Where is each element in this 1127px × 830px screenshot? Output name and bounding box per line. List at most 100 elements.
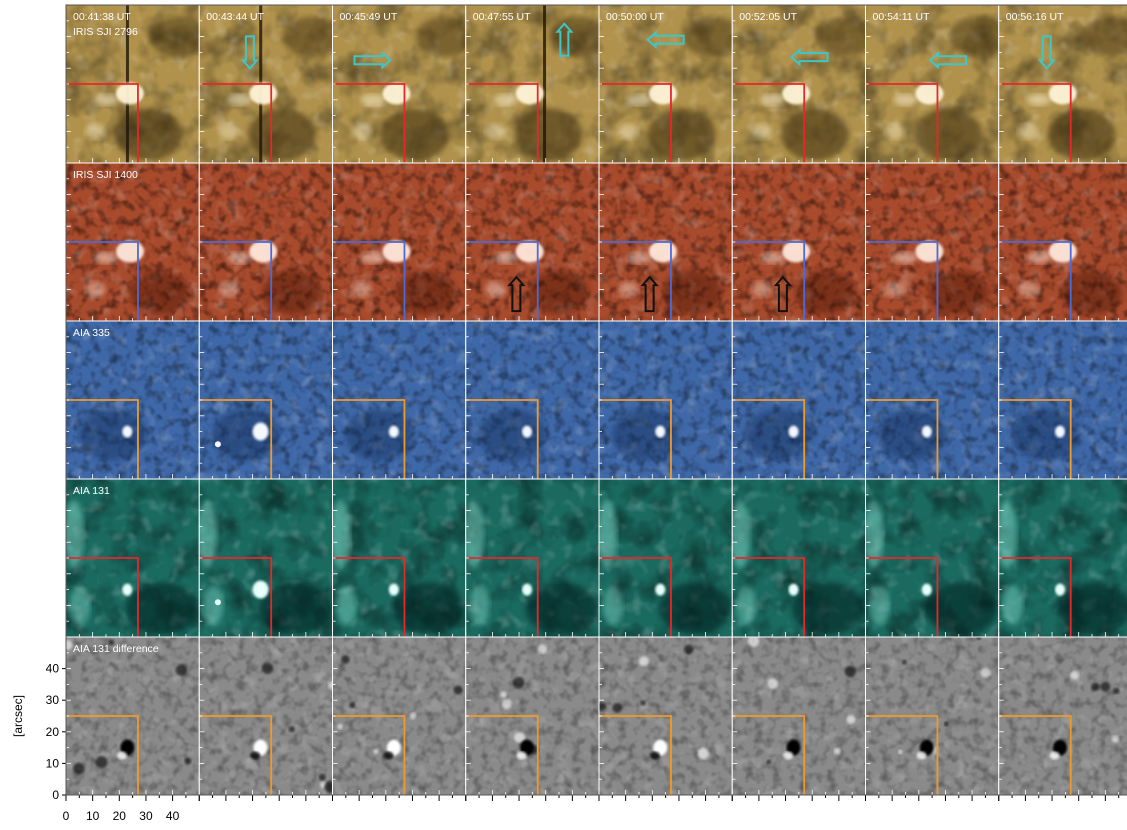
timestamp-label: 00:56:16 UT: [1006, 11, 1064, 23]
panel-aia335-t4: [465, 320, 600, 480]
roi-box: [599, 83, 672, 163]
panel-iris1400-t5: [598, 162, 733, 322]
roi-box: [332, 241, 406, 321]
roi-box: [732, 241, 806, 321]
roi-box: [998, 715, 1072, 795]
roi-box: [199, 399, 273, 479]
panel-iris2796-t5: [598, 4, 733, 164]
roi-box: [66, 83, 139, 163]
roi-box: [199, 557, 273, 637]
y-tick-label: 10: [46, 756, 60, 770]
y-axis-label: [arcsec]: [11, 695, 25, 737]
roi-box: [865, 557, 939, 637]
arrow-up-icon: [507, 275, 526, 313]
arrow-left-icon: [790, 47, 829, 67]
panel-iris2796-t3: [332, 4, 467, 164]
row-label-iris1400: IRIS SJI 1400: [73, 169, 138, 181]
timestamp-label: 00:50:00 UT: [606, 11, 664, 23]
roi-box: [332, 557, 406, 637]
roi-box: [732, 83, 806, 163]
panel-aia335-t3: [332, 320, 467, 480]
x-tick-label: 30: [139, 809, 153, 823]
panel-diff-t8: [998, 636, 1127, 796]
roi-box: [465, 241, 539, 321]
roi-box: [66, 715, 139, 795]
y-tick-label: 0: [52, 788, 59, 802]
row-label-aia335: AIA 335: [73, 327, 110, 339]
panel-iris1400-t4: [465, 162, 600, 322]
x-tick-label: 40: [166, 809, 180, 823]
panel-iris2796-t2: [198, 4, 333, 164]
roi-box: [599, 557, 672, 637]
x-tick-label: 10: [86, 809, 100, 823]
panel-diff-t1: [65, 636, 200, 796]
panel-diff-t5: [598, 636, 733, 796]
roi-box: [998, 241, 1072, 321]
axes: 0 10 20 30 40 [arcsec] 0 10 20 30 40: [11, 4, 1127, 823]
panel-aia335-t8: [998, 320, 1127, 480]
panel-iris1400-t7: [865, 162, 1000, 322]
roi-box: [865, 241, 939, 321]
panel-iris1400-t8: [998, 162, 1127, 322]
panel-diff-t6: [731, 636, 866, 796]
overlay-layer: 00:41:38 UT 00:43:44 UT 00:45:49 UT 00:47:5…: [73, 11, 1064, 655]
panel-aia131-t4: [465, 478, 600, 638]
panel-aia335-t2: [198, 320, 333, 480]
panel-iris2796-t1: [65, 4, 200, 164]
roi-box: [332, 399, 406, 479]
arrow-left-icon: [646, 30, 685, 49]
panel-aia131-t8: [998, 478, 1127, 638]
roi-box: [199, 715, 273, 795]
panel-aia131-t2: [198, 478, 333, 638]
arrow-down-icon: [1037, 35, 1056, 70]
roi-box: [732, 715, 806, 795]
y-tick-label: 20: [46, 725, 60, 739]
timestamp-label: 00:47:55 UT: [473, 11, 531, 23]
panel-iris1400-t6: [731, 162, 866, 322]
roi-box: [998, 83, 1072, 163]
timestamp-label: 00:41:38 UT: [73, 11, 131, 23]
arrow-up-icon: [555, 22, 574, 57]
roi-box: [332, 83, 406, 163]
y-tick-label: 40: [46, 662, 60, 676]
roi-box: [599, 399, 672, 479]
x-tick-label: 0: [63, 809, 70, 823]
roi-box: [599, 715, 672, 795]
arrow-up-icon: [640, 275, 659, 313]
roi-box: [998, 399, 1072, 479]
roi-box: [66, 557, 139, 637]
y-tick-label: 30: [46, 693, 60, 707]
timestamp-label: 00:52:05 UT: [739, 11, 797, 23]
panel-diff-t2: [198, 636, 333, 796]
panel-iris1400-t2: [198, 162, 333, 322]
panel-diff-t7: [865, 636, 1000, 796]
row-label-iris2796: IRIS SJI 2796: [73, 26, 138, 38]
panel-iris2796-t7: [865, 4, 1000, 164]
panel-aia131-t3: [332, 478, 467, 638]
timestamp-label: 00:54:11 UT: [873, 11, 931, 23]
panel-aia131-t7: [865, 478, 1000, 638]
roi-box: [465, 399, 539, 479]
panel-aia131-t1: [65, 478, 200, 638]
roi-box: [732, 399, 806, 479]
arrow-left-icon: [928, 51, 968, 70]
roi-box: [998, 557, 1072, 637]
panel-diff-t4: [465, 636, 600, 796]
roi-box: [465, 715, 539, 795]
roi-box: [465, 557, 539, 637]
panel-aia131-t6: [731, 478, 866, 638]
panel-diff-t3: [332, 636, 467, 796]
roi-box: [599, 241, 672, 321]
panel-iris2796-t8: [998, 4, 1127, 164]
panel-iris2796-t6: [731, 4, 866, 164]
panel-aia335-t5: [598, 320, 733, 480]
timestamp-label: 00:43:44 UT: [206, 11, 264, 23]
arrow-down-icon: [240, 35, 260, 70]
panel-iris1400-t3: [332, 162, 467, 322]
roi-box: [332, 715, 406, 795]
arrow-up-icon: [773, 275, 793, 313]
panel-aia335-t1: [65, 320, 200, 480]
row-label-aia131: AIA 131: [73, 485, 110, 497]
arrow-right-icon: [353, 51, 392, 70]
